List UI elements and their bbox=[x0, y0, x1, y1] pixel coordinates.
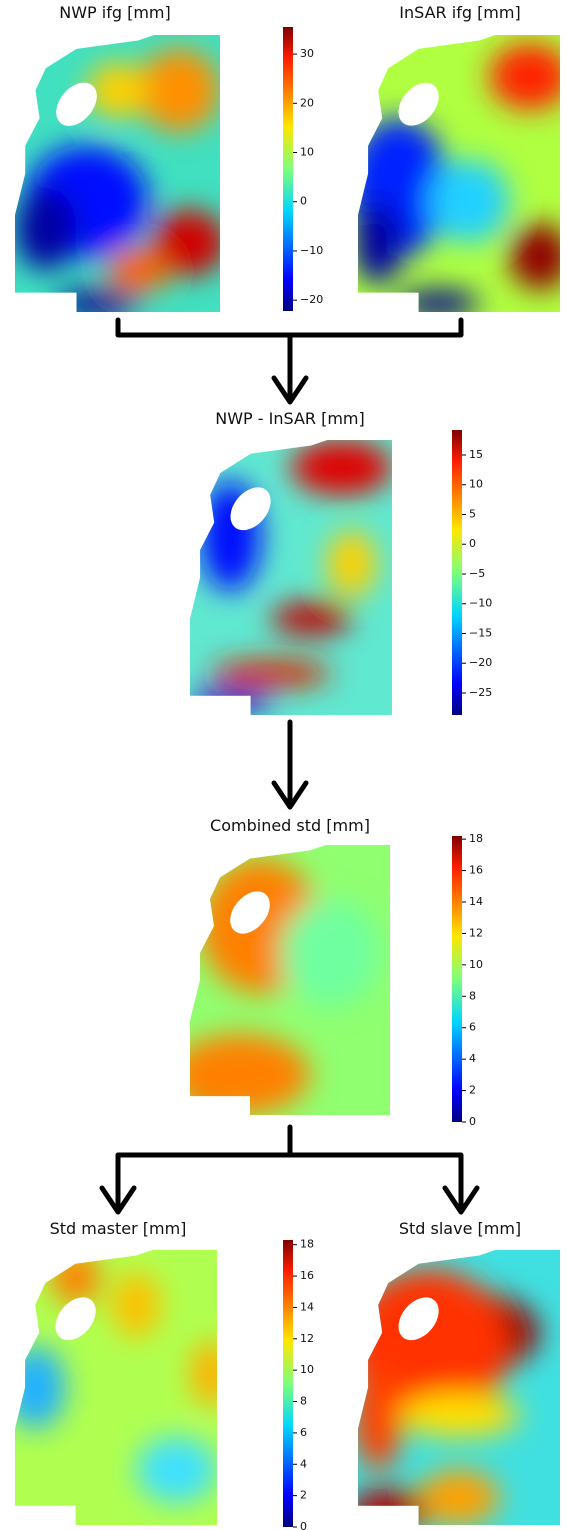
map-blob bbox=[56, 289, 138, 312]
map-field bbox=[190, 440, 392, 715]
panel-title: NWP - InSAR [mm] bbox=[215, 409, 365, 428]
map-blob bbox=[291, 440, 392, 495]
colorbar-tick-label: 2 bbox=[469, 1084, 476, 1097]
colorbar-tick-label: 6 bbox=[300, 1426, 307, 1439]
colorbar-tick-label: 5 bbox=[469, 507, 476, 520]
map-field bbox=[358, 35, 560, 312]
colorbar: 18 16 14 12 10 8 6 4 2 0 bbox=[452, 832, 483, 1128]
map-blob bbox=[15, 187, 77, 271]
panel-title: Std master [mm] bbox=[50, 1219, 187, 1238]
map bbox=[358, 35, 560, 312]
colorbar-tick-label: 10 bbox=[300, 146, 314, 159]
colorbar-tick-label: 30 bbox=[300, 47, 314, 60]
lake bbox=[230, 487, 271, 531]
map-blob bbox=[428, 159, 510, 243]
colorbar-gradient bbox=[452, 836, 462, 1122]
colorbar-tick-label: 18 bbox=[469, 832, 483, 845]
map-blob bbox=[489, 43, 560, 110]
map-blob bbox=[398, 289, 480, 312]
panel-title: Std slave [mm] bbox=[399, 1219, 521, 1238]
lake bbox=[230, 891, 270, 934]
colorbar-tick-label: 10 bbox=[300, 1363, 314, 1376]
lake bbox=[56, 82, 97, 126]
map bbox=[190, 440, 392, 715]
colorbar: 18 16 14 12 10 8 6 4 2 0 bbox=[283, 1238, 314, 1530]
map-field bbox=[358, 1250, 560, 1525]
map-blob bbox=[418, 1470, 500, 1525]
colorbar-gradient bbox=[283, 27, 293, 311]
colorbar-tick-label: −20 bbox=[300, 293, 323, 306]
colorbar-tick-label: 12 bbox=[300, 1332, 314, 1345]
colorbar-tick-label: 16 bbox=[469, 864, 483, 877]
colorbar-tick-label: −10 bbox=[469, 597, 492, 610]
map-blob bbox=[358, 1360, 403, 1470]
map-blob bbox=[190, 1340, 217, 1407]
flow-arrows bbox=[99, 317, 480, 1215]
colorbar-gradient bbox=[283, 1240, 293, 1527]
map-blob bbox=[509, 223, 560, 290]
map-blob bbox=[136, 1437, 217, 1503]
colorbar-gradient bbox=[452, 430, 462, 715]
colorbar-tick-label: −10 bbox=[300, 244, 323, 257]
panel-title: NWP ifg [mm] bbox=[59, 3, 171, 22]
map-field bbox=[190, 845, 390, 1115]
lake bbox=[55, 1297, 96, 1341]
map-blob bbox=[138, 48, 220, 132]
colorbar-tick-label: 8 bbox=[300, 1395, 307, 1408]
map-blob bbox=[327, 530, 376, 597]
map-blob bbox=[51, 1250, 100, 1305]
colorbar-tick-label: 20 bbox=[300, 96, 314, 109]
map-blob bbox=[107, 248, 169, 293]
map-blob bbox=[111, 1272, 161, 1338]
map-blobs bbox=[15, 48, 220, 312]
colorbar-tick-label: 4 bbox=[300, 1457, 307, 1470]
map-blob bbox=[210, 660, 332, 688]
map bbox=[15, 1250, 217, 1525]
map-blob bbox=[190, 1034, 310, 1115]
colorbar-tick-label: 6 bbox=[469, 1021, 476, 1034]
map bbox=[15, 35, 220, 312]
map-blob bbox=[190, 690, 271, 713]
panel-title: InSAR ifg [mm] bbox=[399, 3, 520, 22]
panel-title: Combined std [mm] bbox=[210, 816, 370, 835]
colorbar-tick-label: 10 bbox=[469, 478, 483, 491]
map-blob bbox=[152, 209, 220, 276]
colorbar-tick-label: 0 bbox=[469, 537, 476, 550]
map-blob bbox=[358, 201, 403, 285]
colorbar-tick-label: 0 bbox=[300, 195, 307, 208]
colorbar-tick-label: −15 bbox=[469, 626, 492, 639]
map bbox=[358, 1250, 560, 1525]
colorbar-tick-label: 0 bbox=[300, 1520, 307, 1530]
map-blob bbox=[15, 1346, 66, 1429]
colorbar-tick-label: 12 bbox=[469, 926, 483, 939]
colorbar-tick-label: 8 bbox=[469, 989, 476, 1002]
colorbar: 30 20 10 0 −10 −20 bbox=[283, 27, 323, 311]
colorbar-tick-label: 2 bbox=[300, 1489, 307, 1502]
colorbar-tick-label: 18 bbox=[300, 1238, 314, 1251]
colorbar-tick-label: 16 bbox=[300, 1269, 314, 1282]
map-field bbox=[15, 1250, 217, 1525]
colorbar-tick-label: 10 bbox=[469, 958, 483, 971]
lake bbox=[398, 82, 439, 126]
map-blob bbox=[280, 899, 380, 1007]
map bbox=[190, 845, 390, 1115]
colorbar-tick-label: 14 bbox=[300, 1300, 314, 1313]
colorbar-tick-label: −25 bbox=[469, 686, 492, 699]
colorbar-tick-label: 4 bbox=[469, 1052, 476, 1065]
colorbar-tick-label: 14 bbox=[469, 895, 483, 908]
map-blob bbox=[86, 62, 149, 119]
colorbar-tick-label: 0 bbox=[469, 1115, 476, 1128]
map-field bbox=[15, 35, 220, 312]
colorbar-tick-label: 15 bbox=[469, 448, 483, 461]
lake bbox=[398, 1297, 439, 1341]
map-blob bbox=[398, 1393, 520, 1437]
colorbar: 15 10 5 0 −5 −10 −15 −20 −25 bbox=[452, 430, 492, 715]
map-blob bbox=[270, 602, 352, 636]
map-blobs bbox=[358, 43, 560, 312]
colorbar-tick-label: −5 bbox=[469, 567, 485, 580]
colorbar-tick-label: −20 bbox=[469, 656, 492, 669]
